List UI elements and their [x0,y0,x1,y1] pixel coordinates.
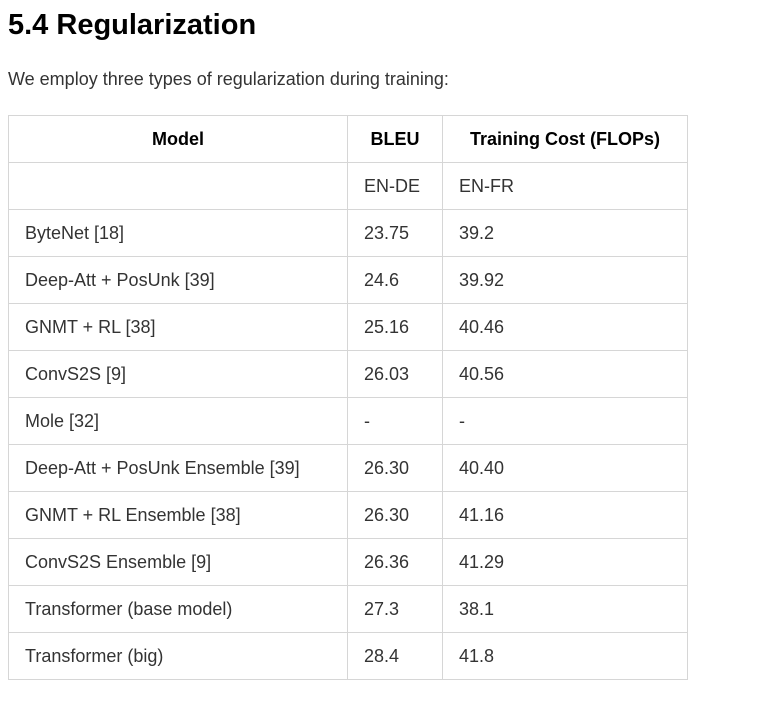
table-row: Deep-Att + PosUnk Ensemble [39] 26.30 40… [8,444,688,492]
section-title: 5.4 Regularization [8,9,257,41]
cost-cell: 39.2 [442,209,688,257]
cost-cell: - [442,397,688,445]
model-cell: Transformer (big) [8,632,348,680]
cost-cell: 40.40 [442,444,688,492]
cost-cell: 40.46 [442,303,688,351]
header-model: Model [8,115,348,163]
model-cell: GNMT + RL [38] [8,303,348,351]
model-cell: Transformer (base model) [8,585,348,633]
model-cell: ConvS2S [9] [8,350,348,398]
cost-cell: 41.16 [442,491,688,539]
model-cell: Deep-Att + PosUnk [39] [8,256,348,304]
bleu-cell: 28.4 [347,632,443,680]
results-table: Model BLEU Training Cost (FLOPs) EN-DE E… [8,115,688,680]
table-row: GNMT + RL [38] 25.16 40.46 [8,303,688,351]
bleu-cell: 24.6 [347,256,443,304]
model-cell: ByteNet [18] [8,209,348,257]
header-row: Model BLEU Training Cost (FLOPs) [8,115,688,163]
subheader-model-cell [8,162,348,210]
subheader-row: EN-DE EN-FR [8,162,688,210]
bleu-cell: 25.16 [347,303,443,351]
header-bleu: BLEU [347,115,443,163]
header-training-cost: Training Cost (FLOPs) [442,115,688,163]
cost-cell: 38.1 [442,585,688,633]
bleu-cell: 26.30 [347,491,443,539]
bleu-cell: 26.36 [347,538,443,586]
cost-cell: 39.92 [442,256,688,304]
bleu-cell: 27.3 [347,585,443,633]
model-cell: ConvS2S Ensemble [9] [8,538,348,586]
model-cell: Mole [32] [8,397,348,445]
cost-cell: 41.8 [442,632,688,680]
section-intro: We employ three types of regularization … [8,69,449,89]
table-body: EN-DE EN-FR ByteNet [18] 23.75 39.2 Deep… [8,162,688,680]
table-row: Mole [32] - - [8,397,688,445]
bleu-cell: 23.75 [347,209,443,257]
subheader-en-fr-cell: EN-FR [442,162,688,210]
model-cell: Deep-Att + PosUnk Ensemble [39] [8,444,348,492]
cost-cell: 40.56 [442,350,688,398]
table-row: ConvS2S [9] 26.03 40.56 [8,350,688,398]
bleu-cell: 26.03 [347,350,443,398]
bleu-cell: - [347,397,443,445]
table-row: GNMT + RL Ensemble [38] 26.30 41.16 [8,491,688,539]
table-row: Transformer (big) 28.4 41.8 [8,632,688,680]
table-header: Model BLEU Training Cost (FLOPs) [8,115,688,163]
bleu-cell: 26.30 [347,444,443,492]
model-cell: GNMT + RL Ensemble [38] [8,491,348,539]
table-row: Deep-Att + PosUnk [39] 24.6 39.92 [8,256,688,304]
table-row: ConvS2S Ensemble [9] 26.36 41.29 [8,538,688,586]
table-row: Transformer (base model) 27.3 38.1 [8,585,688,633]
subheader-en-de-cell: EN-DE [347,162,443,210]
table-row: ByteNet [18] 23.75 39.2 [8,209,688,257]
cost-cell: 41.29 [442,538,688,586]
